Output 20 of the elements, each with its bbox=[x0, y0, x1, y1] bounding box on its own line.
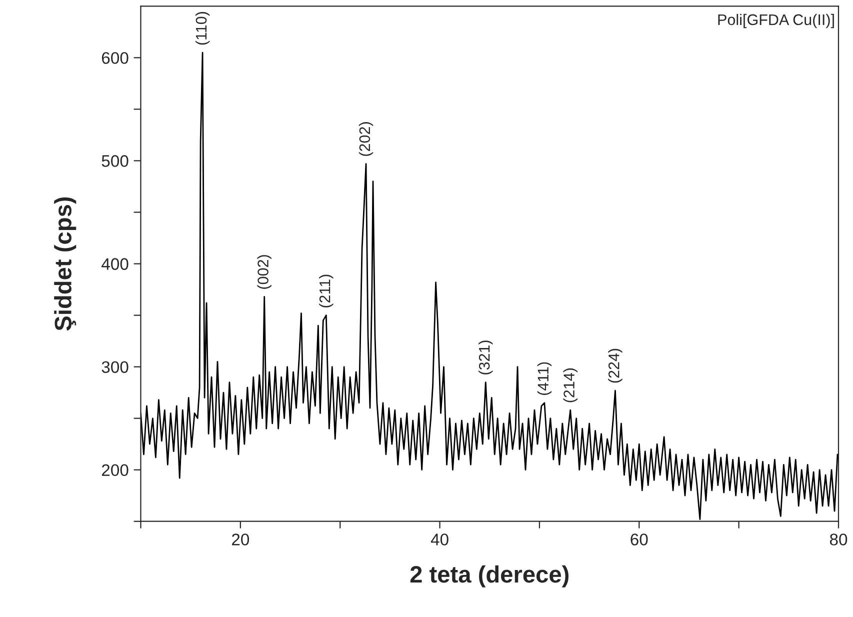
annotation: (002) bbox=[257, 255, 272, 289]
x-tick-label: 20 bbox=[232, 534, 250, 546]
y-tick-label: 600 bbox=[102, 52, 128, 64]
y-tick-label: 300 bbox=[102, 361, 128, 374]
x-tick-label: 40 bbox=[430, 534, 448, 546]
annotation: (110) bbox=[195, 12, 210, 45]
y-axis-title: Şiddet (cps) bbox=[54, 197, 76, 331]
annotation: Poli[GFDA Cu(II)] bbox=[718, 14, 834, 28]
annotation: (214) bbox=[563, 368, 578, 402]
annotation: (202) bbox=[358, 122, 374, 156]
annotation: (211) bbox=[319, 274, 334, 308]
annotation: (411) bbox=[537, 362, 552, 395]
y-tick-label: 200 bbox=[102, 464, 128, 476]
x-tick-label: 80 bbox=[830, 534, 848, 546]
y-tick-label: 400 bbox=[102, 258, 128, 270]
x-tick-label: 60 bbox=[630, 534, 648, 546]
y-tick-label: 500 bbox=[102, 155, 128, 167]
annotation: (224) bbox=[608, 348, 622, 383]
annotation: (321) bbox=[478, 340, 493, 374]
x-axis-title: 2 teta (derece) bbox=[410, 565, 569, 588]
